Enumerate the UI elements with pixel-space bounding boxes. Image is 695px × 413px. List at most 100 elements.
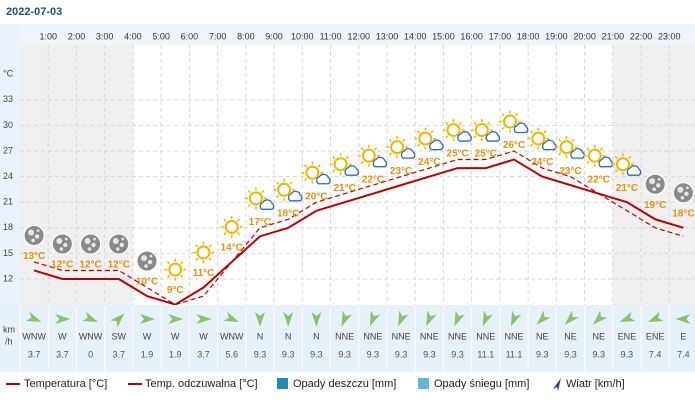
cloud — [316, 173, 331, 185]
sun-ray — [388, 152, 392, 156]
hour-label: 17:00 — [489, 31, 512, 41]
temperature-label: 25°C — [475, 149, 497, 160]
hour-label: 22:00 — [630, 31, 653, 41]
hour-label: 8:00 — [237, 31, 255, 41]
wind-arrow — [647, 311, 664, 323]
temperature-label: 24°C — [418, 157, 440, 168]
crater — [64, 237, 68, 241]
crater — [677, 186, 684, 193]
wind-direction: NNE — [420, 331, 439, 341]
crater — [84, 238, 91, 244]
wind-direction: NNE — [335, 331, 354, 341]
weather-icon — [220, 215, 243, 238]
crater — [649, 178, 656, 185]
crater — [59, 247, 64, 251]
sun-ray — [529, 143, 534, 147]
wind-arrow — [675, 314, 691, 324]
arrow-shape — [25, 311, 42, 323]
sun — [224, 219, 239, 234]
sun-ray — [614, 169, 618, 173]
weather-icon — [273, 178, 303, 202]
moon — [80, 233, 102, 255]
sun-ray — [289, 181, 293, 185]
crater — [684, 191, 689, 196]
sun-ray — [388, 138, 392, 143]
y-tick-label: 30 — [3, 120, 13, 130]
wind-arrow — [196, 314, 212, 324]
arrow-shape — [510, 310, 522, 327]
sun-ray — [628, 155, 632, 160]
wind-direction: W — [171, 331, 180, 341]
arrow-shape — [482, 310, 494, 327]
temperature-label: 22°C — [362, 174, 384, 185]
weather-icon — [108, 233, 130, 255]
wind-speed: 7.4 — [677, 349, 690, 359]
wind-arrow — [454, 310, 465, 327]
temperature-label: 23°C — [390, 166, 412, 177]
hour-row — [20, 25, 695, 45]
sun-ray — [195, 257, 199, 261]
wind-arrow — [140, 314, 156, 324]
crater — [31, 238, 35, 243]
sun — [305, 165, 320, 180]
wind-direction: NNE — [392, 331, 411, 341]
hour-label: 20:00 — [573, 31, 596, 41]
arrow-shape — [454, 310, 465, 327]
wind-arrow — [110, 313, 125, 328]
cloud — [513, 122, 529, 134]
weather-icon — [164, 258, 187, 281]
feels-like-line — [33, 150, 684, 306]
moon — [644, 173, 666, 195]
weather-icon — [51, 233, 73, 255]
sun-ray — [586, 147, 590, 151]
arrow-shape — [619, 311, 636, 323]
wind-direction: WNW — [79, 331, 103, 341]
wind-speed: 9.3 — [254, 349, 267, 359]
crater — [116, 247, 120, 251]
sun-ray — [166, 274, 171, 278]
wind-speed: 3.7 — [197, 349, 210, 359]
wind-direction: NNE — [476, 331, 495, 341]
wind-direction: W — [58, 331, 67, 341]
wind-direction: ENE — [646, 331, 665, 341]
y-tick-label: 24 — [3, 171, 13, 181]
wind-arrow — [55, 314, 71, 324]
wind-arrow — [25, 311, 42, 323]
wind-arrow — [398, 310, 409, 327]
night-shade — [669, 45, 695, 305]
hour-label: 1:00 — [39, 31, 57, 41]
sun-ray — [571, 138, 575, 143]
wind-speed: 3.7 — [113, 349, 126, 359]
wind-speed: 9.3 — [592, 349, 605, 359]
sun-ray — [275, 194, 280, 199]
sun-ray — [515, 113, 519, 117]
sun-ray — [345, 155, 349, 160]
legend-swatch — [418, 378, 429, 389]
wind-speed: 9.3 — [338, 349, 351, 359]
wind-arrow — [223, 311, 240, 323]
wind-direction: ENE — [618, 331, 637, 341]
wind-speed: 3.7 — [56, 349, 69, 359]
crater — [121, 237, 125, 241]
sun-ray — [180, 274, 184, 278]
y-axis-unit: °C — [3, 69, 14, 79]
legend-label: Opady deszczu [mm] — [293, 378, 396, 390]
temperature-label: 22°C — [588, 174, 610, 185]
sun-ray — [208, 244, 212, 248]
hour-label: 7:00 — [209, 31, 227, 41]
sun — [418, 131, 433, 146]
wind-direction: WNW — [22, 331, 46, 341]
sun-ray — [223, 232, 227, 236]
moon — [51, 233, 73, 255]
legend-label: Temperatura [°C] — [24, 378, 107, 390]
wind-arrow — [619, 311, 636, 323]
wind-arrow — [536, 310, 551, 325]
moon — [672, 182, 694, 204]
sun — [531, 131, 546, 146]
sun-ray — [223, 218, 227, 222]
legend-label: Wiatr [km/h] — [566, 378, 625, 390]
temperature-label: 26°C — [503, 140, 525, 151]
temperature-label: 9°C — [167, 285, 184, 296]
wind-speed: 9.3 — [310, 349, 323, 359]
night-shade — [76, 45, 105, 305]
